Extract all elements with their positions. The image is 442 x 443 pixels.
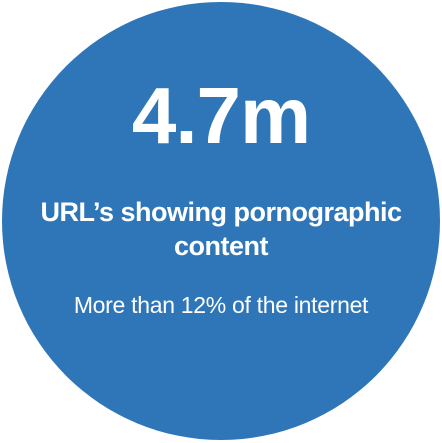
- stat-value: 4.7m: [131, 71, 311, 160]
- stat-headline: URL’s showing pornographic content: [40, 197, 402, 261]
- stat-detail: More than 12% of the internet: [73, 292, 369, 318]
- stat-circle: [2, 2, 440, 440]
